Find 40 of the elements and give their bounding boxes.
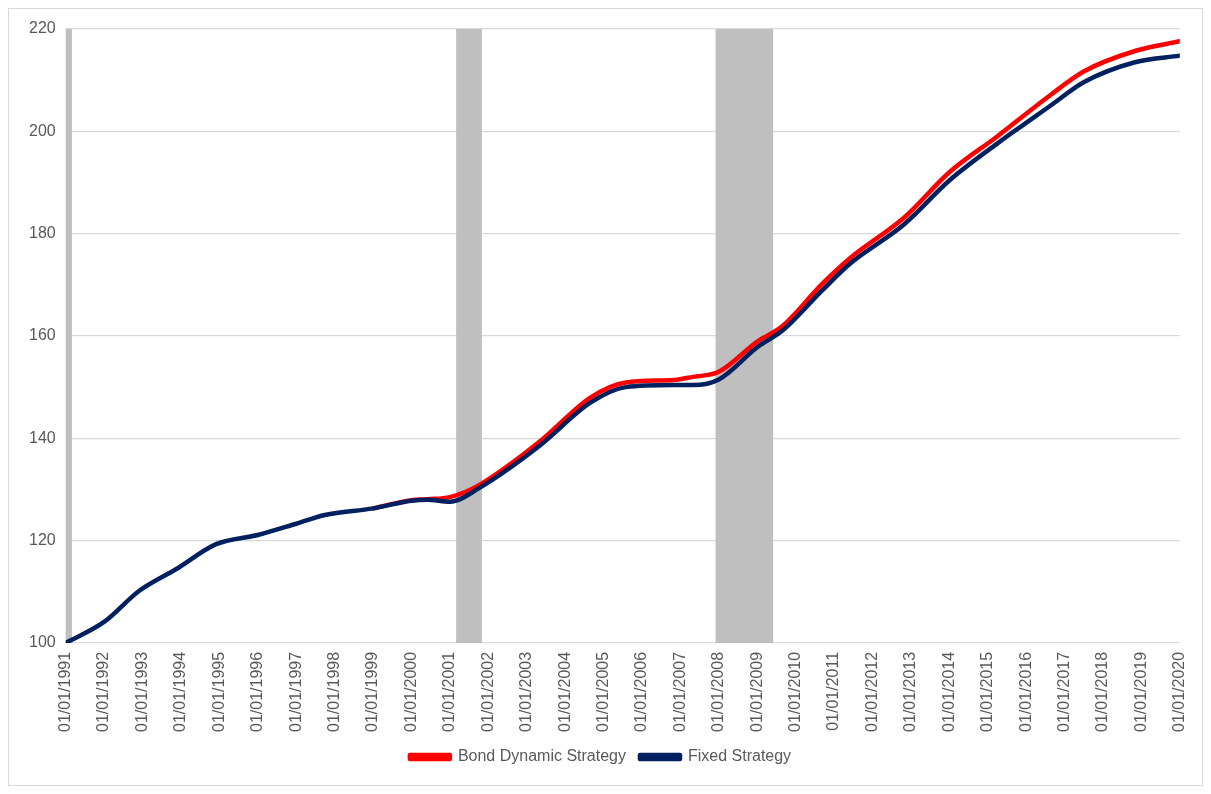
x-tick-label: 01/01/2012 <box>862 651 880 732</box>
x-tick-label: 01/01/2019 <box>1131 651 1149 732</box>
x-tick-label: 01/01/1992 <box>94 651 112 732</box>
x-tick-label: 01/01/2000 <box>401 651 419 732</box>
x-tick-label: 01/01/2004 <box>555 651 573 732</box>
legend-label: Bond Dynamic Strategy <box>457 747 626 765</box>
x-tick-label: 01/01/1996 <box>248 651 266 732</box>
x-tick-label: 01/01/2017 <box>1055 651 1073 732</box>
y-tick-label: 200 <box>28 121 56 139</box>
x-tick-label: 01/01/1997 <box>286 651 304 732</box>
x-tick-label: 01/01/1999 <box>363 651 381 732</box>
x-tick-label: 01/01/1998 <box>325 651 343 732</box>
x-tick-label: 01/01/2003 <box>517 651 535 732</box>
x-tick-label: 01/01/2014 <box>939 651 957 732</box>
x-tick-label: 01/01/2018 <box>1093 651 1111 732</box>
x-tick-label: 01/01/2010 <box>786 651 804 732</box>
x-tick-label: 01/01/2001 <box>440 651 458 732</box>
x-tick-label: 01/01/2009 <box>747 651 765 732</box>
y-tick-label: 160 <box>28 326 56 344</box>
x-tick-label: 01/01/2011 <box>824 651 842 731</box>
legend-label: Fixed Strategy <box>687 747 792 765</box>
y-tick-label: 120 <box>28 531 56 549</box>
x-tick-label: 01/01/2008 <box>709 651 727 732</box>
x-tick-label: 01/01/1994 <box>171 651 189 732</box>
x-tick-label: 01/01/1993 <box>132 651 150 732</box>
y-tick-label: 180 <box>28 224 56 242</box>
x-tick-label: 01/01/2002 <box>478 651 496 732</box>
y-tick-label: 140 <box>28 428 56 446</box>
y-tick-label: 220 <box>28 19 56 37</box>
x-tick-label: 01/01/2015 <box>978 651 996 732</box>
y-tick-label: 100 <box>28 633 56 651</box>
x-tick-label: 01/01/1995 <box>209 651 227 732</box>
x-tick-label: 01/01/1991 <box>56 651 74 732</box>
x-tick-label: 01/01/2016 <box>1016 651 1034 732</box>
line-series <box>65 53 1180 643</box>
x-tick-label: 01/01/2020 <box>1170 651 1188 732</box>
x-tick-label: 01/01/2005 <box>594 651 612 732</box>
x-tick-label: 01/01/2006 <box>632 651 650 732</box>
x-tick-label: 01/01/2013 <box>901 651 919 732</box>
x-tick-label: 01/01/2007 <box>670 651 688 732</box>
